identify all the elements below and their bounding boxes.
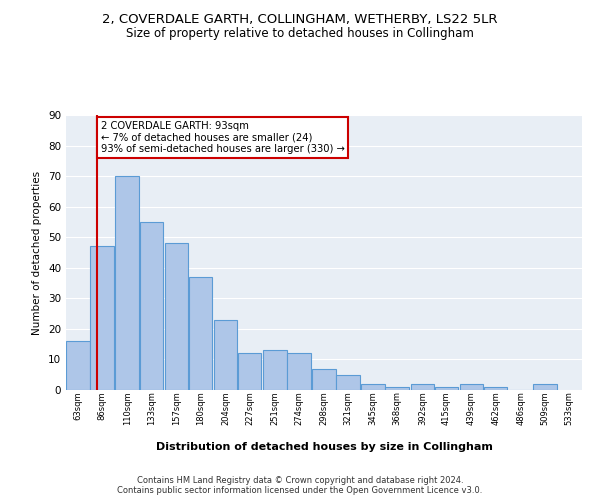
Text: 2, COVERDALE GARTH, COLLINGHAM, WETHERBY, LS22 5LR: 2, COVERDALE GARTH, COLLINGHAM, WETHERBY…: [102, 12, 498, 26]
Bar: [115, 176, 139, 390]
Text: Contains HM Land Registry data © Crown copyright and database right 2024.
Contai: Contains HM Land Registry data © Crown c…: [118, 476, 482, 495]
Bar: [361, 384, 385, 390]
Bar: [484, 387, 508, 390]
Bar: [189, 277, 212, 390]
Bar: [533, 384, 557, 390]
Bar: [238, 354, 262, 390]
Bar: [410, 384, 434, 390]
Text: Distribution of detached houses by size in Collingham: Distribution of detached houses by size …: [155, 442, 493, 452]
Bar: [336, 374, 360, 390]
Bar: [434, 387, 458, 390]
Text: 2 COVERDALE GARTH: 93sqm
← 7% of detached houses are smaller (24)
93% of semi-de: 2 COVERDALE GARTH: 93sqm ← 7% of detache…: [101, 121, 344, 154]
Text: Size of property relative to detached houses in Collingham: Size of property relative to detached ho…: [126, 28, 474, 40]
Bar: [263, 350, 287, 390]
Bar: [460, 384, 484, 390]
Bar: [385, 387, 409, 390]
Bar: [66, 341, 90, 390]
Bar: [312, 368, 336, 390]
Bar: [91, 246, 114, 390]
Y-axis label: Number of detached properties: Number of detached properties: [32, 170, 43, 334]
Bar: [164, 244, 188, 390]
Bar: [214, 320, 238, 390]
Bar: [140, 222, 163, 390]
Bar: [287, 354, 311, 390]
